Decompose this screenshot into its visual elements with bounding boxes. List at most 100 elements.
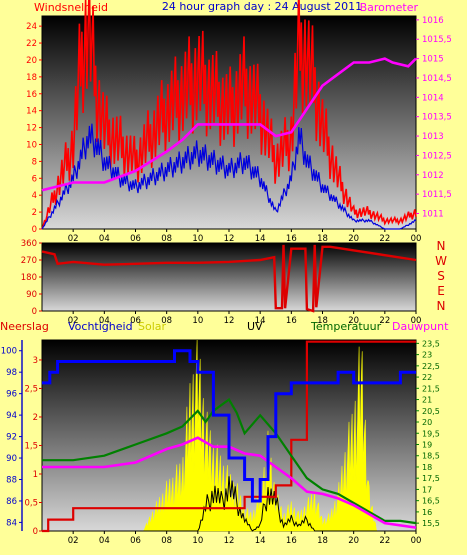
- right-title: Barometer: [360, 1, 419, 14]
- rain-y-tick-label: 2,5: [24, 384, 38, 394]
- temperature-y-tick-label: 19,5: [422, 429, 440, 438]
- temperature-y-tick-label: 21: [422, 396, 432, 405]
- weather-x-tick-label: 20: [348, 536, 359, 546]
- weather-x-tick-label: 12: [224, 536, 235, 546]
- wind-x-tick-label: 20: [348, 234, 359, 244]
- barometer-y-tick-label: 1015: [422, 55, 444, 65]
- compass-label: E: [437, 284, 445, 298]
- wind-x-tick-label: 00: [411, 234, 422, 244]
- temperature-y-tick-label: 21,5: [422, 384, 440, 393]
- humidity-y-tick-label: 92: [6, 433, 17, 443]
- weather-x-tick-label: 06: [130, 536, 141, 546]
- direction-x-tick-label: 08: [161, 316, 172, 326]
- barometer-y-tick-label: 1011: [422, 210, 444, 220]
- direction-x-tick-label: 04: [99, 316, 110, 326]
- humidity-y-tick-label: 94: [6, 411, 17, 421]
- wind-y-tick-label: 22: [26, 39, 37, 49]
- barometer-y-tick-label: 1012: [422, 171, 444, 181]
- wind-y-tick-label: 0: [32, 225, 37, 235]
- wind-y-tick-label: 12: [26, 124, 37, 134]
- direction-x-tick-label: 00: [411, 316, 422, 326]
- direction-x-tick-label: 02: [68, 316, 79, 326]
- wind-gust-series: [41, 0, 417, 230]
- weather-x-tick-label: 04: [99, 536, 110, 546]
- barometer-y-tick-label: 1014,5: [422, 74, 452, 84]
- direction-x-tick-label: 14: [255, 316, 266, 326]
- rain-y-tick-label: 2: [33, 413, 38, 423]
- weather-x-tick-label: 00: [411, 536, 422, 546]
- weather-x-tick-label: 16: [286, 536, 297, 546]
- direction-y-tick-label: 180: [21, 273, 37, 283]
- compass-label: S: [437, 269, 445, 283]
- direction-x-tick-label: 22: [379, 316, 390, 326]
- compass-label: W: [435, 254, 447, 268]
- humidity-y-tick-label: 100: [1, 347, 17, 357]
- weather-x-tick-label: 18: [317, 536, 328, 546]
- left-title: Windsnelheid: [34, 1, 108, 14]
- wind-y-tick-label: 14: [26, 107, 37, 117]
- temperature-y-tick-label: 20: [422, 418, 432, 427]
- weather-x-tick-label: 08: [161, 536, 172, 546]
- wind-y-tick-label: 8: [32, 157, 37, 167]
- wind-x-tick-label: 02: [68, 234, 79, 244]
- wind-y-tick-label: 2: [32, 208, 37, 218]
- uv-series: [42, 476, 416, 532]
- barometer-y-tick-label: 1012,5: [422, 151, 452, 161]
- direction-x-tick-label: 20: [348, 316, 359, 326]
- barometer-series: [41, 57, 417, 192]
- temperature-y-tick-label: 16: [422, 508, 432, 517]
- temperature-y-tick-label: 22: [422, 373, 432, 382]
- dewpoint-series: [42, 436, 417, 529]
- direction-plot-area: [41, 242, 417, 312]
- wind-x-tick-label: 10: [192, 234, 203, 244]
- temperature-y-tick-label: 23,5: [422, 339, 440, 348]
- dewpoint-legend: Dauwpunt: [392, 320, 449, 333]
- barometer-y-tick-label: 1014: [422, 93, 444, 103]
- rain-legend: Neerslag: [0, 320, 49, 333]
- barometer-y-tick-label: 1013,5: [422, 113, 452, 123]
- wind-x-tick-label: 12: [224, 234, 235, 244]
- temperature-y-tick-label: 23: [422, 351, 432, 360]
- direction-x-tick-label: 10: [192, 316, 203, 326]
- temperature-legend: Temperatuur: [310, 320, 382, 333]
- humidity-y-tick-label: 90: [6, 454, 17, 464]
- temperature-y-tick-label: 20,5: [422, 407, 440, 416]
- solar-legend: Solar: [138, 320, 167, 333]
- wind-x-tick-label: 16: [286, 234, 297, 244]
- direction-x-tick-label: 06: [130, 316, 141, 326]
- barometer-y-tick-label: 1011,5: [422, 190, 452, 200]
- wind-x-tick-label: 06: [130, 234, 141, 244]
- compass-label: N: [437, 239, 446, 253]
- wind-x-tick-label: 14: [255, 234, 266, 244]
- humidity-y-tick-label: 96: [6, 390, 17, 400]
- uv-legend: UV: [247, 320, 263, 333]
- wind-average-series: [41, 123, 417, 230]
- weather-x-tick-label: 22: [379, 536, 390, 546]
- direction-x-tick-label: 16: [286, 316, 297, 326]
- barometer-y-tick-label: 1015,5: [422, 35, 452, 45]
- weather-panel: Neerslag Vochtigheid Solar UV Temperatuu…: [0, 320, 449, 546]
- compass-label: N: [437, 299, 446, 313]
- wind-x-tick-label: 08: [161, 234, 172, 244]
- direction-y-tick-label: 270: [21, 256, 37, 266]
- temperature-y-tick-label: 22,5: [422, 362, 440, 371]
- humidity-y-tick-label: 88: [6, 475, 17, 485]
- direction-y-tick-label: 0: [32, 307, 37, 317]
- weather-x-tick-label: 14: [255, 536, 266, 546]
- wind-y-tick-label: 24: [26, 22, 37, 32]
- wind-x-tick-label: 04: [99, 234, 110, 244]
- rain-y-tick-label: 3: [33, 356, 38, 366]
- humidity-legend: Vochtigheid: [68, 320, 133, 333]
- temperature-y-tick-label: 15,5: [422, 519, 440, 528]
- humidity-series: [42, 349, 416, 503]
- direction-y-tick-label: 360: [21, 239, 37, 249]
- weather-x-tick-label: 10: [192, 536, 203, 546]
- rain-y-tick-label: 0,5: [24, 498, 38, 508]
- wind-y-tick-label: 10: [26, 140, 37, 150]
- wind-y-tick-label: 4: [32, 191, 37, 201]
- barometer-y-tick-label: 1013: [422, 132, 444, 142]
- wind-y-tick-label: 18: [26, 73, 37, 83]
- page-title: 24 hour graph day : 24 August 2011: [162, 0, 362, 13]
